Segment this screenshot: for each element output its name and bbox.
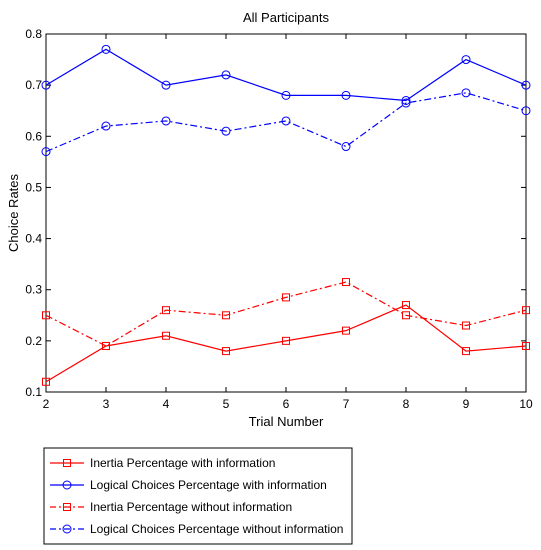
data-point xyxy=(521,80,531,90)
y-tick-label: 0.6 xyxy=(25,129,42,143)
data-point xyxy=(101,44,111,54)
data-point xyxy=(41,147,51,157)
data-point xyxy=(281,90,291,100)
data-point xyxy=(461,88,471,98)
x-tick-label: 8 xyxy=(403,397,410,411)
y-tick-label: 0.5 xyxy=(25,180,42,194)
data-point xyxy=(222,311,230,320)
data-point xyxy=(101,121,111,131)
data-point xyxy=(402,311,410,320)
x-axis: 2 3 4 5 6 7 8 9 10 xyxy=(43,34,533,411)
data-point xyxy=(221,126,231,136)
legend-marker xyxy=(63,459,71,467)
legend-label: Logical Choices Percentage with informat… xyxy=(90,478,327,492)
y-axis-title: Choice Rates xyxy=(6,173,21,252)
chart-title: All Participants xyxy=(243,10,329,25)
data-point xyxy=(341,142,351,152)
y-tick-label: 0.4 xyxy=(25,232,42,246)
data-point xyxy=(461,55,471,65)
legend-marker xyxy=(63,503,71,511)
data-point xyxy=(41,80,51,90)
legend-label: Inertia Percentage with information xyxy=(90,456,275,470)
y-tick-label: 0.3 xyxy=(25,283,42,297)
data-point xyxy=(282,293,290,302)
legend-label: Inertia Percentage without information xyxy=(90,500,292,514)
data-point xyxy=(221,70,231,80)
x-tick-label: 5 xyxy=(223,397,230,411)
series-line xyxy=(45,304,527,383)
data-point xyxy=(162,306,170,315)
x-tick-label: 2 xyxy=(43,397,50,411)
legend-box xyxy=(43,447,353,545)
x-axis-title: Trial Number xyxy=(249,414,324,429)
y-tick-label: 0.7 xyxy=(25,78,42,92)
series-line xyxy=(45,48,527,102)
data-point xyxy=(522,306,530,315)
data-point xyxy=(522,341,530,350)
data-point xyxy=(401,95,411,105)
data-point xyxy=(402,301,410,310)
series-layer xyxy=(41,44,531,386)
series-4 xyxy=(41,88,531,157)
x-tick-label: 7 xyxy=(343,397,350,411)
data-point xyxy=(521,106,531,116)
data-point xyxy=(42,311,50,320)
x-tick-label: 6 xyxy=(283,397,290,411)
data-point xyxy=(342,278,350,287)
data-point xyxy=(162,331,170,340)
legend-entry: Logical Choices Percentage with informat… xyxy=(50,478,327,492)
series-3 xyxy=(42,278,530,350)
legend-marker xyxy=(62,524,72,534)
data-point xyxy=(462,321,470,330)
y-tick-label: 0.8 xyxy=(25,27,42,41)
series-line xyxy=(45,281,527,347)
data-point xyxy=(462,347,470,356)
data-point xyxy=(42,377,50,386)
legend-entry: Logical Choices Percentage without infor… xyxy=(50,522,343,536)
y-tick-label: 0.1 xyxy=(25,385,42,399)
series-line xyxy=(45,92,527,153)
y-tick-label: 0.2 xyxy=(25,334,42,348)
data-point xyxy=(161,80,171,90)
legend-entry: Inertia Percentage without information xyxy=(50,500,292,514)
data-point xyxy=(282,336,290,345)
data-point xyxy=(281,116,291,126)
legend-marker xyxy=(62,480,72,490)
data-point xyxy=(222,347,230,356)
x-tick-label: 4 xyxy=(163,397,170,411)
data-point xyxy=(341,90,351,100)
data-point xyxy=(102,341,110,350)
data-point xyxy=(401,98,411,108)
x-tick-label: 3 xyxy=(103,397,110,411)
data-point xyxy=(342,326,350,335)
legend-label: Logical Choices Percentage without infor… xyxy=(90,522,343,536)
y-axis: 0.1 0.2 0.3 0.4 0.5 0.6 0.7 0.8 xyxy=(25,27,526,399)
legend: Inertia Percentage with information Logic… xyxy=(43,447,353,545)
data-point xyxy=(161,116,171,126)
series-1 xyxy=(42,301,530,386)
legend-entry: Inertia Percentage with information xyxy=(50,456,275,470)
series-2 xyxy=(41,44,531,105)
x-tick-label: 10 xyxy=(519,397,533,411)
x-tick-label: 9 xyxy=(463,397,470,411)
